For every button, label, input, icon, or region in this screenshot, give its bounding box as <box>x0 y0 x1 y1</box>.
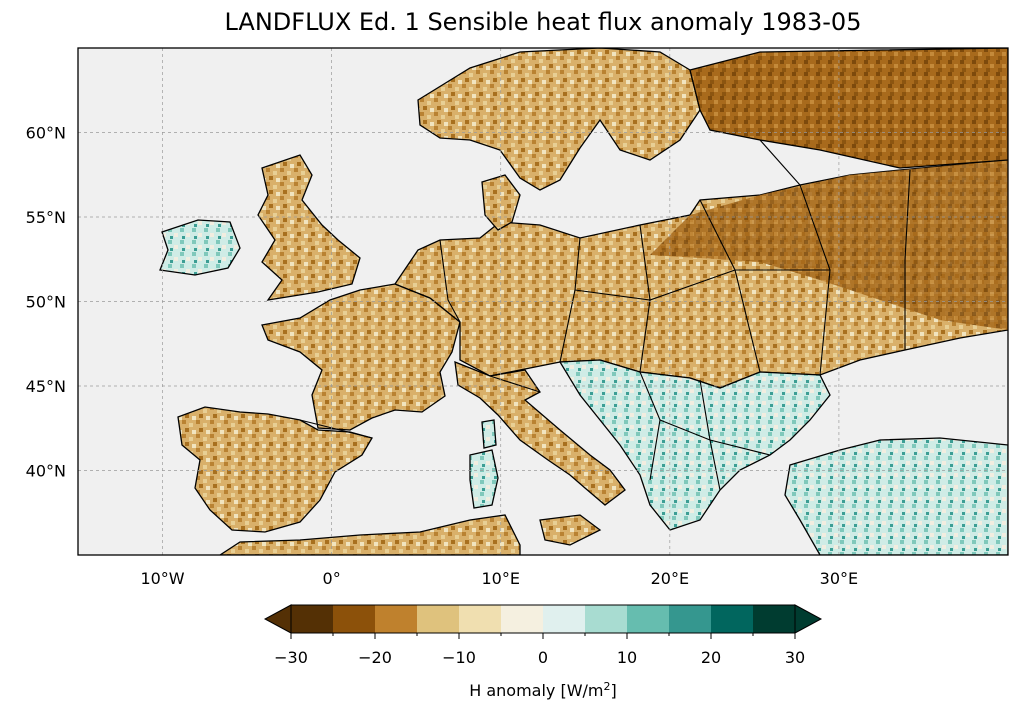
colorbar-swatch <box>375 605 418 633</box>
lat-tick-label: 40°N <box>26 462 66 481</box>
iberia-land <box>177 406 373 533</box>
colorbar-swatch <box>585 605 628 633</box>
longitude-ticks: 10°W 0° 10°E 20°E 30°E <box>140 569 858 588</box>
colorbar-tick-label: 20 <box>701 648 721 667</box>
colorbar-swatch <box>711 605 754 633</box>
anatolia-land <box>784 437 1008 555</box>
colorbar-tick-label: −30 <box>274 648 308 667</box>
lon-tick-label: 10°W <box>140 569 184 588</box>
lon-tick-label: 10°E <box>481 569 519 588</box>
lon-tick-label: 30°E <box>820 569 858 588</box>
colorbar-swatch <box>669 605 712 633</box>
colorbar-extend-max <box>794 604 823 634</box>
colorbar-tick-label: 0 <box>538 648 548 667</box>
sicily-land <box>539 514 602 546</box>
colorbar-tick-label: 10 <box>617 648 637 667</box>
finland-russia-north <box>689 48 1008 169</box>
great-britain-land <box>257 154 361 301</box>
denmark-land <box>481 174 521 231</box>
colorbar-swatch <box>501 605 544 633</box>
lon-tick-label: 0° <box>323 569 341 588</box>
ireland-land <box>159 219 241 276</box>
colorbar-swatch <box>417 605 460 633</box>
colorbar-swatch <box>333 605 376 633</box>
colorbar-tick-label: −10 <box>442 648 476 667</box>
north-africa-land <box>218 514 521 555</box>
colorbar-swatch <box>459 605 502 633</box>
map-area <box>78 48 1008 555</box>
colorbar-swatch <box>543 605 586 633</box>
france-land <box>261 283 461 431</box>
gridlines <box>78 48 1008 555</box>
colorbar-swatch <box>627 605 670 633</box>
lat-tick-label: 55°N <box>26 208 66 227</box>
lon-tick-label: 20°E <box>651 569 689 588</box>
colorbar-swatch <box>753 605 796 633</box>
colorbar-tick-label: −20 <box>358 648 392 667</box>
eastern-europe-dark <box>650 160 1008 330</box>
scandinavia-land <box>417 48 701 191</box>
corsica-land <box>481 419 497 449</box>
colorbar-label: H anomaly [W/m2] <box>469 680 617 700</box>
lat-tick-label: 60°N <box>26 124 66 143</box>
italy-land <box>454 360 626 506</box>
colorbar-swatch <box>291 605 334 633</box>
map-frame <box>77 47 1009 556</box>
colorbar-ticks: −30 −20 −10 0 10 20 30 <box>274 633 805 667</box>
latitude-ticks: 60°N 55°N 50°N 45°N 40°N <box>26 124 66 481</box>
colorbar-tick-label: 30 <box>785 648 805 667</box>
lat-tick-label: 45°N <box>26 377 66 396</box>
colorbar-extend-min <box>263 604 292 634</box>
country-borders <box>299 139 911 491</box>
map-title: LANDFLUX Ed. 1 Sensible heat flux anomal… <box>224 8 862 36</box>
lat-tick-label: 50°N <box>26 293 66 312</box>
colorbar <box>263 604 823 634</box>
sardinia-land <box>469 449 499 509</box>
